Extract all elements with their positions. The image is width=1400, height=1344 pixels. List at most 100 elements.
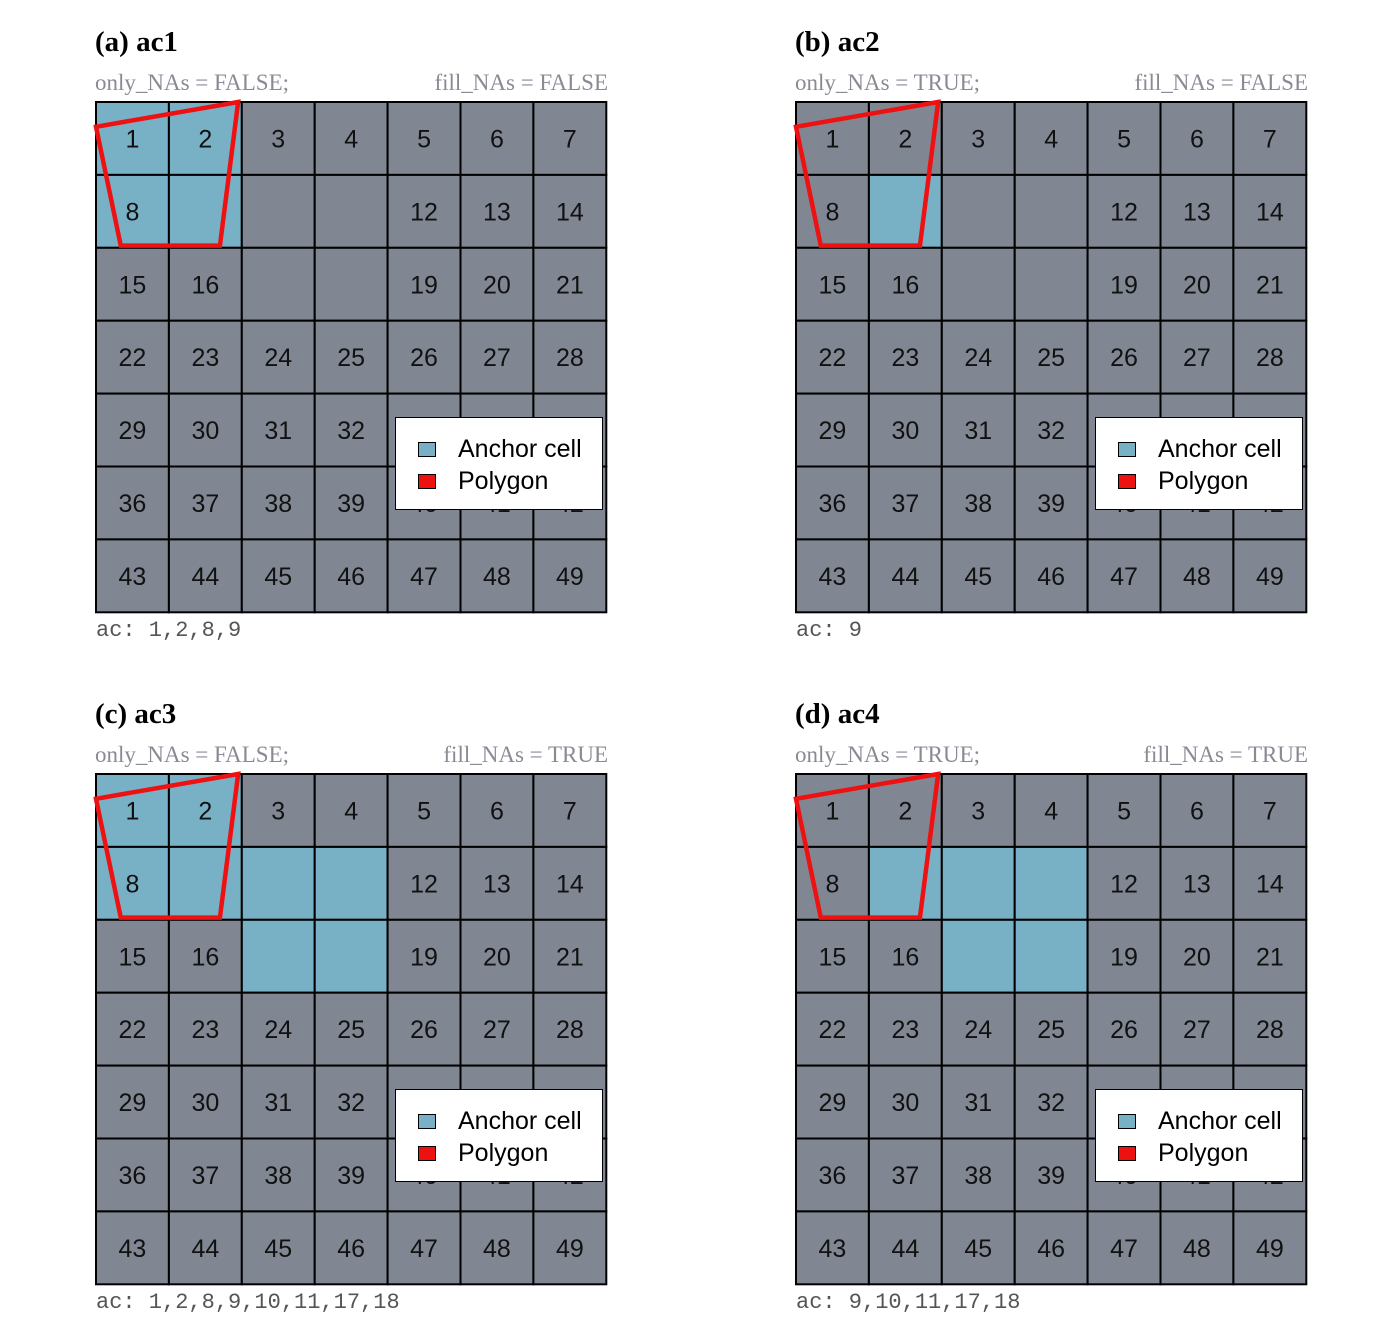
raster-cell: [240, 465, 316, 541]
anchor-swatch-icon: [418, 1113, 436, 1129]
anchor-cell: [940, 845, 1016, 921]
raster-cell: [386, 246, 462, 322]
cell-id-label: 22: [119, 1016, 147, 1044]
raster-cell: [240, 538, 316, 614]
raster-cell: [1232, 991, 1308, 1067]
anchor-cell: [867, 845, 943, 921]
cell-id-label: 27: [1183, 344, 1211, 372]
subtitle-fill-nas: fill_NAs = TRUE: [1143, 742, 1308, 767]
cell-id-label: 1: [825, 125, 839, 153]
cell-id-label: 36: [119, 490, 147, 518]
anchor-cell: [240, 918, 316, 994]
subtitle-only-nas: only_NAs = FALSE;: [95, 70, 290, 95]
cell-id-label: 8: [825, 198, 839, 226]
raster-cell: [313, 991, 389, 1067]
anchor-cell: [240, 845, 316, 921]
cell-id-label: 27: [483, 1016, 511, 1044]
cell-id-label: 26: [410, 344, 438, 372]
raster-cell: [940, 1210, 1016, 1286]
panel-ac4: (d) ac4 only_NAs = TRUE; fill_NAs = TRUE…: [793, 672, 1315, 1315]
cell-id-label: 22: [119, 344, 147, 372]
raster-cell: [1013, 173, 1089, 249]
legend: Anchor cell Polygon: [395, 1089, 603, 1182]
anchor-cell: [95, 773, 170, 848]
cell-id-label: 29: [119, 1089, 147, 1117]
raster-cell: [1159, 918, 1235, 994]
raster-cell: [795, 918, 870, 994]
raster-cell: [95, 319, 170, 395]
polygon-outline: [793, 771, 941, 920]
cell-id-label: 14: [556, 198, 584, 226]
cell-id-label: 15: [119, 943, 147, 971]
cell-id-label: 19: [1110, 943, 1138, 971]
legend-label-anchor: Anchor cell: [458, 1106, 582, 1135]
raster-cell: [1232, 773, 1308, 848]
raster-cell: [532, 319, 608, 395]
cell-id-label: 48: [483, 1235, 511, 1263]
raster-cell: [1159, 101, 1235, 176]
cell-id-label: 24: [964, 344, 992, 372]
raster-cell: [532, 538, 608, 614]
cell-id-label: 3: [271, 797, 285, 825]
cell-id-label: 2: [898, 797, 912, 825]
panel-title: (d) ac4: [795, 698, 880, 730]
cell-id-label: 44: [891, 563, 919, 591]
legend: Anchor cell Polygon: [1095, 1089, 1303, 1182]
raster-cell: [386, 773, 462, 848]
raster-cell: [1086, 845, 1162, 921]
subtitle-only-nas: only_NAs = TRUE;: [795, 70, 981, 95]
cell-id-label: 27: [1183, 1016, 1211, 1044]
panel-title: (b) ac2: [795, 26, 880, 58]
cell-id-label: 13: [483, 870, 511, 898]
raster-cell: [532, 918, 608, 994]
raster-cell: [459, 918, 535, 994]
cell-id-label: 49: [1256, 1235, 1284, 1263]
panel-ac2: (b) ac2 only_NAs = TRUE; fill_NAs = FALS…: [793, 0, 1315, 643]
cell-id-label: 12: [1110, 198, 1138, 226]
raster-cell: [386, 538, 462, 614]
cell-id-label: 31: [264, 417, 292, 445]
cell-id-label: 7: [1263, 797, 1277, 825]
cell-id-label: 24: [964, 1016, 992, 1044]
legend-label-polygon: Polygon: [1158, 1138, 1249, 1167]
cell-id-label: 46: [1037, 1235, 1065, 1263]
cell-id-label: 38: [264, 1162, 292, 1190]
raster-cell: [313, 1210, 389, 1286]
raster-cell: [940, 246, 1016, 322]
cell-id-label: 38: [964, 1162, 992, 1190]
cell-id-label: 39: [1037, 490, 1065, 518]
cell-id-label: 36: [119, 1162, 147, 1190]
cell-id-label: 1: [125, 125, 139, 153]
polygon-outline: [793, 99, 941, 248]
cell-id-label: 37: [191, 490, 219, 518]
cell-id-label: 20: [1183, 943, 1211, 971]
cell-id-label: 39: [337, 490, 365, 518]
cell-id-label: 19: [410, 943, 438, 971]
raster-cell: [313, 319, 389, 395]
cell-id-label: 28: [556, 344, 584, 372]
raster-cell: [386, 991, 462, 1067]
cell-id-label: 15: [819, 943, 847, 971]
raster-cell: [940, 101, 1016, 176]
raster-cell: [240, 1210, 316, 1286]
raster-cell: [459, 101, 535, 176]
cell-id-label: 14: [556, 870, 584, 898]
cell-id-label: 20: [483, 271, 511, 299]
cell-id-label: 2: [198, 125, 212, 153]
cell-id-label: 6: [490, 797, 504, 825]
legend-item-polygon: Polygon: [1118, 1138, 1248, 1168]
raster-cell: [1232, 101, 1308, 176]
cell-id-label: 31: [264, 1089, 292, 1117]
raster-cell: [1086, 246, 1162, 322]
anchor-cells-output: ac: 1,2,8,9,10,11,17,18: [96, 1290, 400, 1315]
anchor-swatch-icon: [1118, 1113, 1136, 1129]
cell-id-label: 21: [556, 271, 584, 299]
raster-cell: [167, 1210, 243, 1286]
raster-cell: [532, 991, 608, 1067]
raster-cell: [313, 465, 389, 541]
raster-cell: [795, 1137, 870, 1213]
cell-id-label: 26: [1110, 1016, 1138, 1044]
panel-title: (a) ac1: [95, 26, 178, 58]
